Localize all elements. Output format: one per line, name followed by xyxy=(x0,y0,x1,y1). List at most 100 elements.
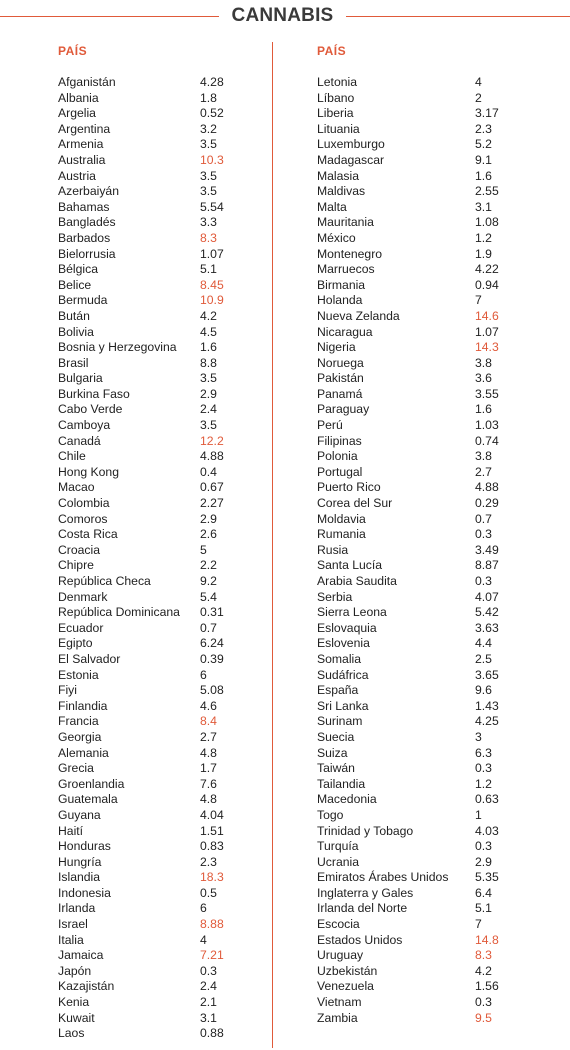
country-name: Albania xyxy=(58,90,99,105)
table-row: Azerbaiyán 3.5 xyxy=(58,184,263,200)
country-name: Bahamas xyxy=(58,199,110,214)
country-value: 4.4 xyxy=(475,636,492,651)
country-value: 7.6 xyxy=(200,776,217,791)
country-name: Vietnam xyxy=(317,995,362,1010)
country-value: 5.4 xyxy=(200,589,217,604)
country-value: 1.2 xyxy=(475,776,492,791)
country-name: Maldivas xyxy=(317,184,366,199)
table-row: Irlanda 6 xyxy=(58,901,263,917)
country-value: 0.63 xyxy=(475,792,499,807)
country-name: Taiwán xyxy=(317,761,355,776)
table-row: Israel 8.88 xyxy=(58,917,263,933)
country-value: 2.2 xyxy=(200,558,217,573)
country-value: 3.8 xyxy=(475,355,492,370)
country-value: 9.5 xyxy=(475,1010,492,1025)
country-value: 0.7 xyxy=(475,511,492,526)
table-row: Burkina Faso 2.9 xyxy=(58,387,263,403)
table-row: Trinidad y Tobago 4.03 xyxy=(317,824,527,840)
table-row: Bolivia 4.5 xyxy=(58,325,263,341)
table-row: Japón 0.3 xyxy=(58,964,263,980)
table-row: Austria 3.5 xyxy=(58,169,263,185)
table-row: Croacia 5 xyxy=(58,543,263,559)
country-name: Malta xyxy=(317,199,347,214)
country-name: Costa Rica xyxy=(58,527,118,542)
table-row: Hong Kong 0.4 xyxy=(58,465,263,481)
country-value: 14.3 xyxy=(475,340,499,355)
country-name: Brasil xyxy=(58,355,89,370)
country-value: 6.3 xyxy=(475,745,492,760)
country-name: Puerto Rico xyxy=(317,480,381,495)
table-row: Estonia 6 xyxy=(58,668,263,684)
country-name: Eslovenia xyxy=(317,636,370,651)
table-row: Bahamas 5.54 xyxy=(58,200,263,216)
table-row: Alemania 4.8 xyxy=(58,746,263,762)
page-title: CANNABIS xyxy=(231,5,334,26)
country-value: 2.3 xyxy=(475,121,492,136)
country-value: 10.9 xyxy=(200,293,224,308)
country-name: Filipinas xyxy=(317,433,362,448)
country-value: 0.3 xyxy=(475,839,492,854)
country-name: Bielorrusia xyxy=(58,246,116,261)
table-row: Belice 8.45 xyxy=(58,278,263,294)
table-row: Noruega 3.8 xyxy=(317,356,527,372)
table-row: España 9.6 xyxy=(317,683,527,699)
table-row: Perú 1.03 xyxy=(317,418,527,434)
country-value: 4 xyxy=(475,75,482,89)
country-name: Georgia xyxy=(58,729,102,744)
country-name: Arabia Saudita xyxy=(317,574,397,588)
country-value: 6 xyxy=(200,901,207,916)
country-value: 1.07 xyxy=(200,246,224,261)
country-value: 3.49 xyxy=(475,542,499,557)
country-name: Sri Lanka xyxy=(317,698,369,713)
country-value: 2.4 xyxy=(200,979,217,994)
country-name: Nicaragua xyxy=(317,324,373,339)
country-name: Togo xyxy=(317,807,344,822)
country-value: 2.7 xyxy=(200,729,217,744)
country-value: 5.35 xyxy=(475,870,499,885)
country-name: Líbano xyxy=(317,90,355,105)
country-name: México xyxy=(317,230,356,245)
country-value: 3.17 xyxy=(475,106,499,121)
table-row: Corea del Sur 0.29 xyxy=(317,496,527,512)
table-row: Montenegro 1.9 xyxy=(317,247,527,263)
country-value: 0.94 xyxy=(475,277,499,292)
country-name: Armenia xyxy=(58,137,104,152)
country-name: Kazajistán xyxy=(58,979,115,994)
country-value: 2.5 xyxy=(475,651,492,666)
table-row: Arabia Saudita 0.3 xyxy=(317,574,527,590)
table-row: Islandia 18.3 xyxy=(58,870,263,886)
country-name: Kenia xyxy=(58,995,90,1010)
table-row: Escocia 7 xyxy=(317,917,527,933)
country-value: 0.7 xyxy=(200,620,217,635)
country-value: 0.88 xyxy=(200,1026,224,1041)
table-row: Guyana 4.04 xyxy=(58,808,263,824)
country-name: Marruecos xyxy=(317,262,375,277)
table-row: Kenia 2.1 xyxy=(58,995,263,1011)
country-name: Chile xyxy=(58,449,86,464)
table-row: Rumania 0.3 xyxy=(317,527,527,543)
country-name: Corea del Sur xyxy=(317,496,393,511)
country-name: República Dominicana xyxy=(58,605,180,620)
table-row: Emiratos Árabes Unidos 5.35 xyxy=(317,870,527,886)
table-row: Luxemburgo 5.2 xyxy=(317,137,527,153)
table-row: Suecia 3 xyxy=(317,730,527,746)
country-name: Canadá xyxy=(58,433,101,448)
country-column-right: PAÍS Letonia 4 Líbano 2 Liberia 3.17 Lituania 2… xyxy=(317,42,527,1026)
country-value: 1.08 xyxy=(475,215,499,230)
country-name: Ecuador xyxy=(58,620,104,635)
country-name: Azerbaiyán xyxy=(58,184,119,199)
table-row: Bélgica 5.1 xyxy=(58,262,263,278)
country-value: 4.07 xyxy=(475,589,499,604)
country-value: 3.5 xyxy=(200,184,217,199)
title-row: CANNABIS xyxy=(0,4,570,28)
table-row: Eslovenia 4.4 xyxy=(317,636,527,652)
country-name: Hungría xyxy=(58,854,102,869)
table-row: Liberia 3.17 xyxy=(317,106,527,122)
table-row: República Dominicana 0.31 xyxy=(58,605,263,621)
table-row: Bután 4.2 xyxy=(58,309,263,325)
country-value: 4.25 xyxy=(475,714,499,729)
table-row: Bangladés 3.3 xyxy=(58,215,263,231)
table-row: Canadá 12.2 xyxy=(58,434,263,450)
country-value: 1 xyxy=(475,807,482,822)
country-value: 1.43 xyxy=(475,698,499,713)
